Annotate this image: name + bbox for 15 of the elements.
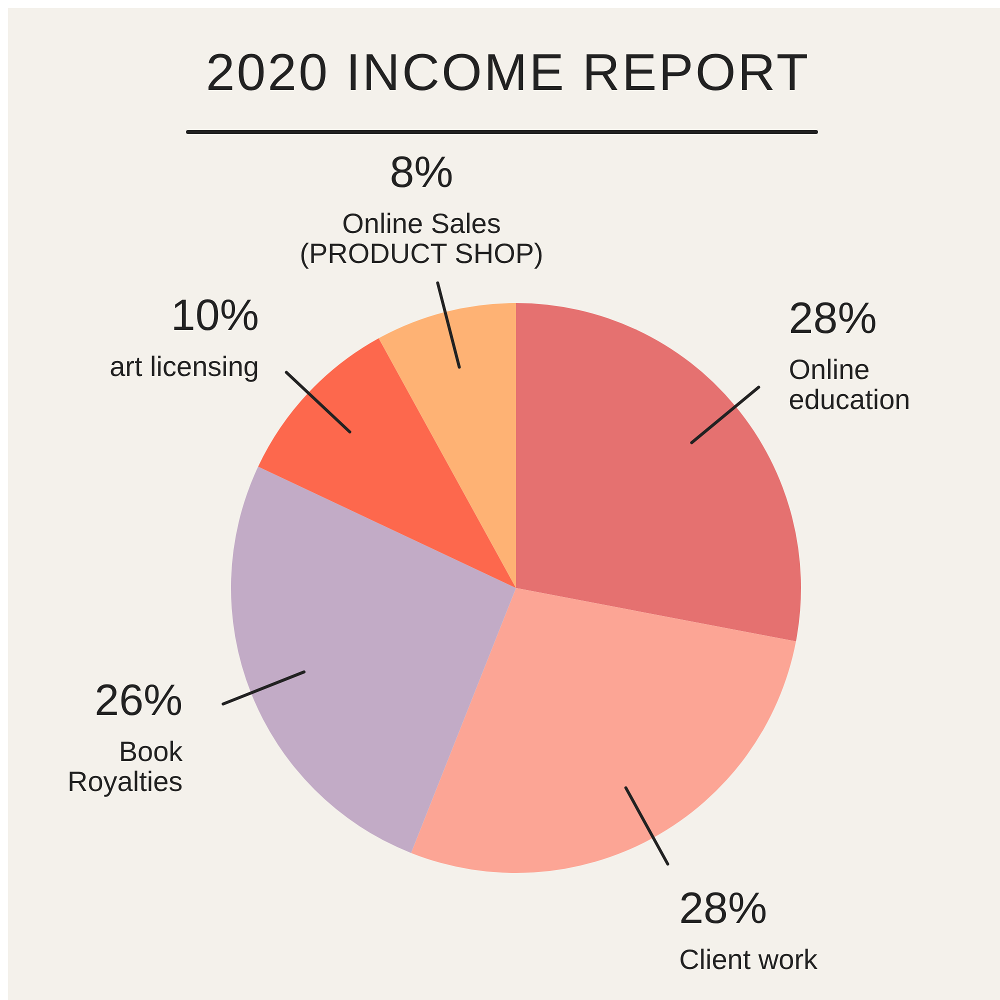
slice-label: Online education — [788, 354, 910, 415]
pie-slice — [232, 466, 516, 853]
pie-slice — [258, 338, 516, 588]
data-label: 8% — [390, 148, 454, 197]
slice-label: Book Royalties — [68, 736, 184, 797]
slice-label: Online Sales (PRODUCT SHOP) — [300, 208, 544, 269]
chart-title: 2020 INCOME REPORT — [206, 44, 810, 102]
data-label: 28% — [679, 884, 768, 933]
data-label: 28% — [788, 294, 877, 343]
data-label: 26% — [94, 676, 183, 725]
pie-slice — [378, 303, 516, 588]
slice-label: art licensing — [110, 350, 259, 382]
slice-label: Client work — [679, 944, 819, 975]
data-label: 10% — [170, 290, 259, 340]
pie-slice — [411, 588, 796, 873]
